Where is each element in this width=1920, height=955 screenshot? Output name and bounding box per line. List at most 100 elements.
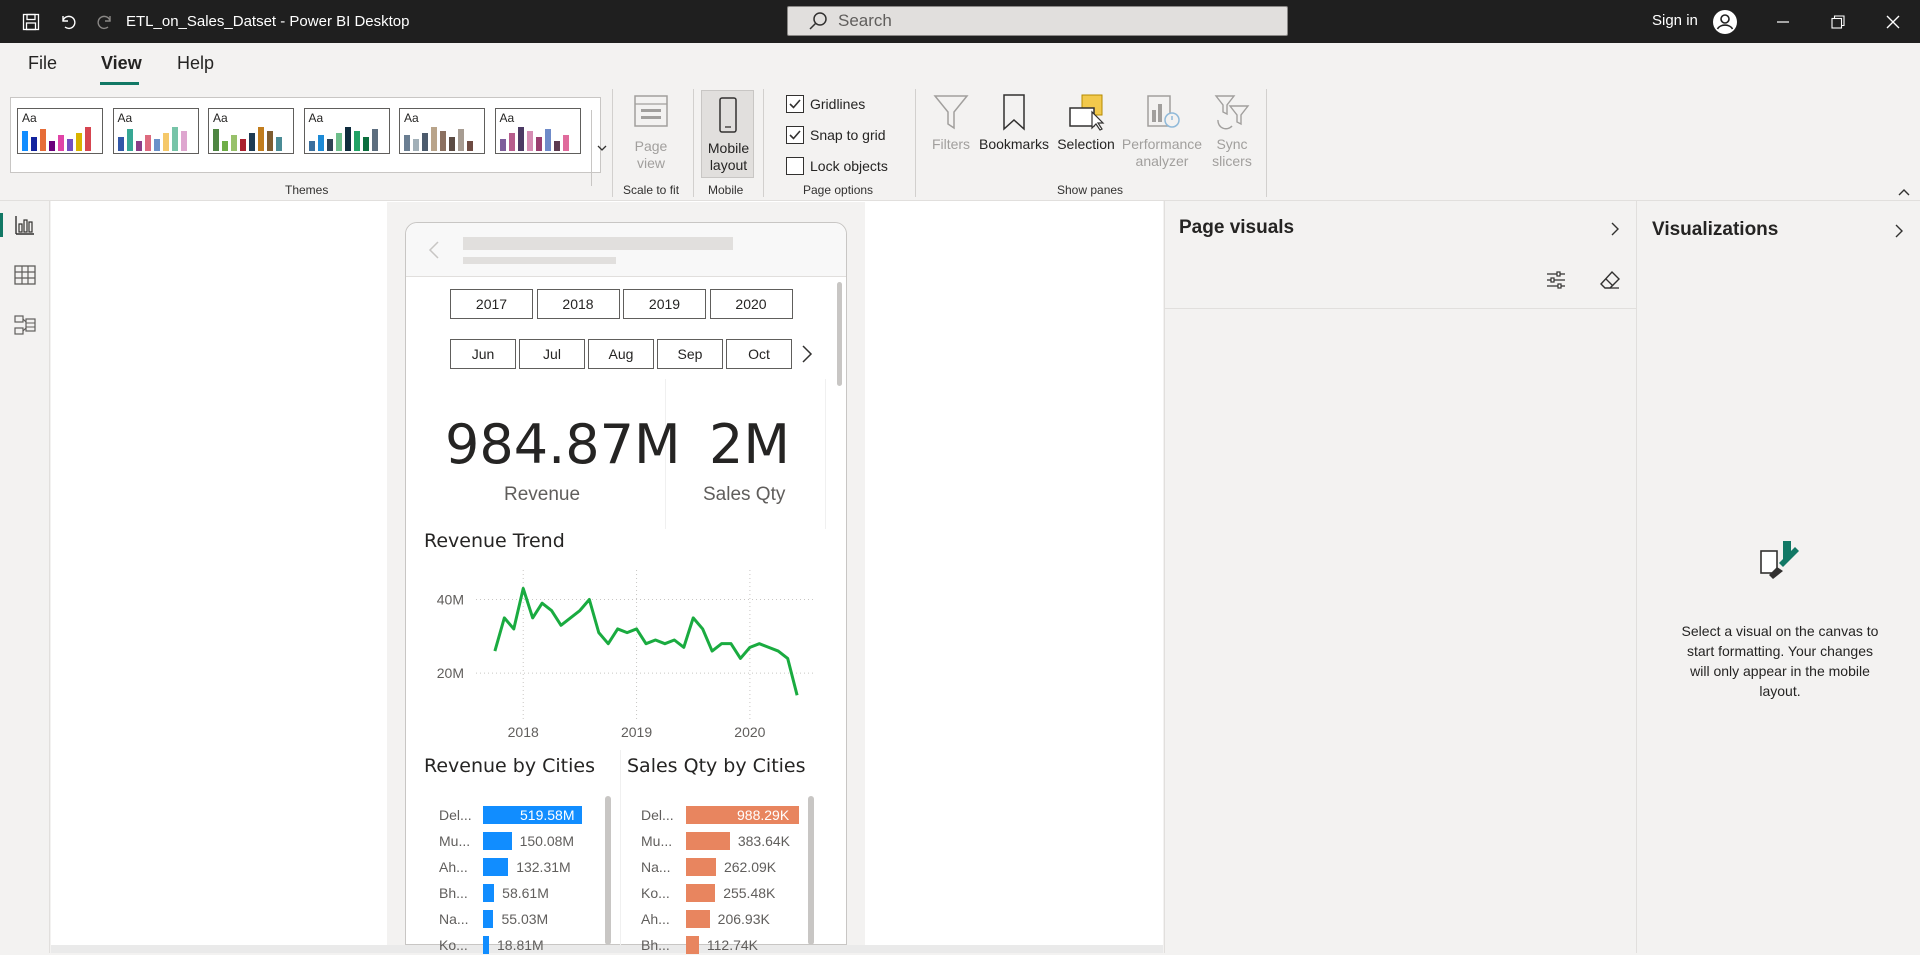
report-view-icon[interactable] [13, 213, 37, 237]
chevron-right-icon[interactable] [801, 344, 813, 369]
sales-qty-city-row[interactable]: Na... 262.09K [641, 857, 809, 877]
month-slicer-button[interactable]: Jul [519, 339, 585, 369]
filter-settings-icon[interactable] [1546, 270, 1566, 295]
sales-qty-city-row[interactable]: Del... 988.29K [641, 805, 809, 825]
theme-color-bar [258, 127, 264, 151]
month-slicer-button[interactable]: Oct [726, 339, 792, 369]
city-bar [686, 910, 710, 928]
year-slicer-button[interactable]: 2020 [709, 289, 793, 319]
sales-cities-scrollbar[interactable] [808, 796, 814, 945]
theme-color-bar [144, 135, 151, 151]
theme-color-bar [31, 137, 37, 151]
year-slicer-button[interactable]: 2017 [450, 289, 533, 319]
themes-group-label: Themes [285, 183, 329, 197]
show-panes-group-label: Show panes [1057, 183, 1124, 197]
theme-color-bar [317, 135, 324, 151]
menu-help[interactable]: Help [177, 53, 215, 73]
revenue-trend-chart[interactable]: 40M 20M 2018 2019 2020 [420, 560, 820, 745]
sync-slicers-button[interactable]: Sync slicers [1206, 92, 1258, 170]
month-slicer-button[interactable]: Sep [657, 339, 723, 369]
title-bar: ETL_on_Sales_Datset - Power BI Desktop S… [0, 0, 1920, 43]
sales-qty-city-row[interactable]: Ah... 206.93K [641, 909, 809, 929]
city-bar [686, 936, 699, 954]
theme-color-bar [171, 127, 178, 151]
sign-in-link[interactable]: Sign in [1652, 12, 1698, 29]
page-view-label: Page view [634, 138, 668, 171]
minimize-button[interactable] [1770, 9, 1796, 35]
theme-aa-label: Aa [213, 111, 228, 125]
month-slicer-button[interactable]: Jun [450, 339, 516, 369]
theme-color-bar [222, 141, 228, 151]
theme-color-bar [22, 131, 28, 151]
revenue-city-row[interactable]: Ko... 18.81M [439, 935, 592, 955]
theme-swatch[interactable]: Aa [399, 108, 485, 154]
selection-button[interactable]: Selection [1053, 92, 1119, 153]
revenue-city-row[interactable]: Ah... 132.31M [439, 857, 592, 877]
theme-swatch[interactable]: Aa [208, 108, 294, 154]
kpi-revenue-value[interactable]: 984.87M [445, 413, 681, 476]
restore-button[interactable] [1825, 9, 1851, 35]
format-brush-icon [1757, 537, 1803, 588]
sales-qty-city-row[interactable]: Ko... 255.48K [641, 883, 809, 903]
close-button[interactable] [1880, 9, 1906, 35]
theme-color-bar [117, 137, 124, 151]
theme-swatch[interactable]: Aa [303, 108, 390, 154]
menu-view[interactable]: View [101, 53, 142, 73]
selection-label: Selection [1057, 136, 1115, 152]
year-slicer-button[interactable]: 2019 [623, 289, 706, 319]
save-icon[interactable] [19, 10, 43, 34]
filters-button[interactable]: Filters [927, 92, 975, 153]
revenue-city-row[interactable]: Bh... 58.61M [439, 883, 592, 903]
theme-color-bar [508, 133, 515, 151]
chevron-right-icon[interactable] [1894, 223, 1904, 244]
theme-swatch[interactable]: Aa [494, 108, 581, 154]
city-value-label: 112.74K [706, 937, 758, 953]
revenue-city-row[interactable]: Del... 519.58M [439, 805, 592, 825]
theme-color-bar [467, 141, 473, 151]
theme-color-bar [371, 129, 378, 151]
city-bar [483, 858, 509, 876]
chevron-right-icon[interactable] [1610, 221, 1620, 242]
kpi-divider [665, 379, 666, 529]
city-label: Mu... [641, 833, 673, 849]
sales-qty-city-row[interactable]: Mu... 383.64K [641, 831, 809, 851]
chevron-down-icon [597, 145, 607, 151]
unchecked-box-icon [786, 157, 804, 175]
revenue-city-row[interactable]: Na... 55.03M [439, 909, 592, 929]
collapse-ribbon-icon[interactable] [1898, 183, 1910, 201]
search-placeholder: Search [838, 11, 892, 30]
revenue-cities-scrollbar[interactable] [605, 796, 611, 945]
city-bar [686, 806, 799, 824]
undo-icon[interactable] [56, 10, 80, 34]
themes-dropdown-button[interactable] [591, 110, 612, 186]
city-value-label: 988.29K [737, 807, 790, 823]
eraser-icon[interactable] [1600, 270, 1620, 295]
year-slicer-button[interactable]: 2018 [536, 289, 620, 319]
redo-icon[interactable] [93, 10, 117, 34]
snap-to-grid-checkbox[interactable]: Snap to grid [786, 126, 886, 144]
theme-swatch[interactable]: Aa [17, 108, 103, 154]
month-slicer-button[interactable]: Aug [588, 339, 654, 369]
menu-file[interactable]: File [28, 53, 58, 73]
theme-swatch[interactable]: Aa [112, 108, 199, 154]
page-view-button[interactable]: Page view [625, 92, 677, 172]
city-value-label: 18.81M [497, 937, 544, 953]
gridlines-checkbox[interactable]: Gridlines [786, 95, 865, 113]
lock-objects-checkbox[interactable]: Lock objects [786, 157, 888, 175]
mobile-layout-button[interactable]: Mobile layout [701, 90, 754, 178]
kpi-sales-qty-value[interactable]: 2M [709, 413, 790, 476]
city-value-label: 132.31M [516, 859, 571, 875]
account-avatar-icon[interactable] [1712, 9, 1738, 35]
table-view-icon[interactable] [13, 263, 37, 287]
filter-icon [933, 95, 969, 130]
sales-qty-city-row[interactable]: Bh... 112.74K [641, 935, 809, 955]
city-bar [686, 884, 716, 902]
search-box[interactable]: Search [787, 6, 1288, 36]
performance-analyzer-button[interactable]: Performance analyzer [1120, 92, 1204, 170]
mobile-scrollbar[interactable] [837, 282, 842, 386]
bookmarks-button[interactable]: Bookmarks [977, 92, 1051, 153]
revenue-city-row[interactable]: Mu... 150.08M [439, 831, 592, 851]
model-view-icon[interactable] [13, 313, 37, 337]
theme-color-bar [213, 129, 219, 151]
mobile-group-label: Mobile [708, 183, 744, 197]
